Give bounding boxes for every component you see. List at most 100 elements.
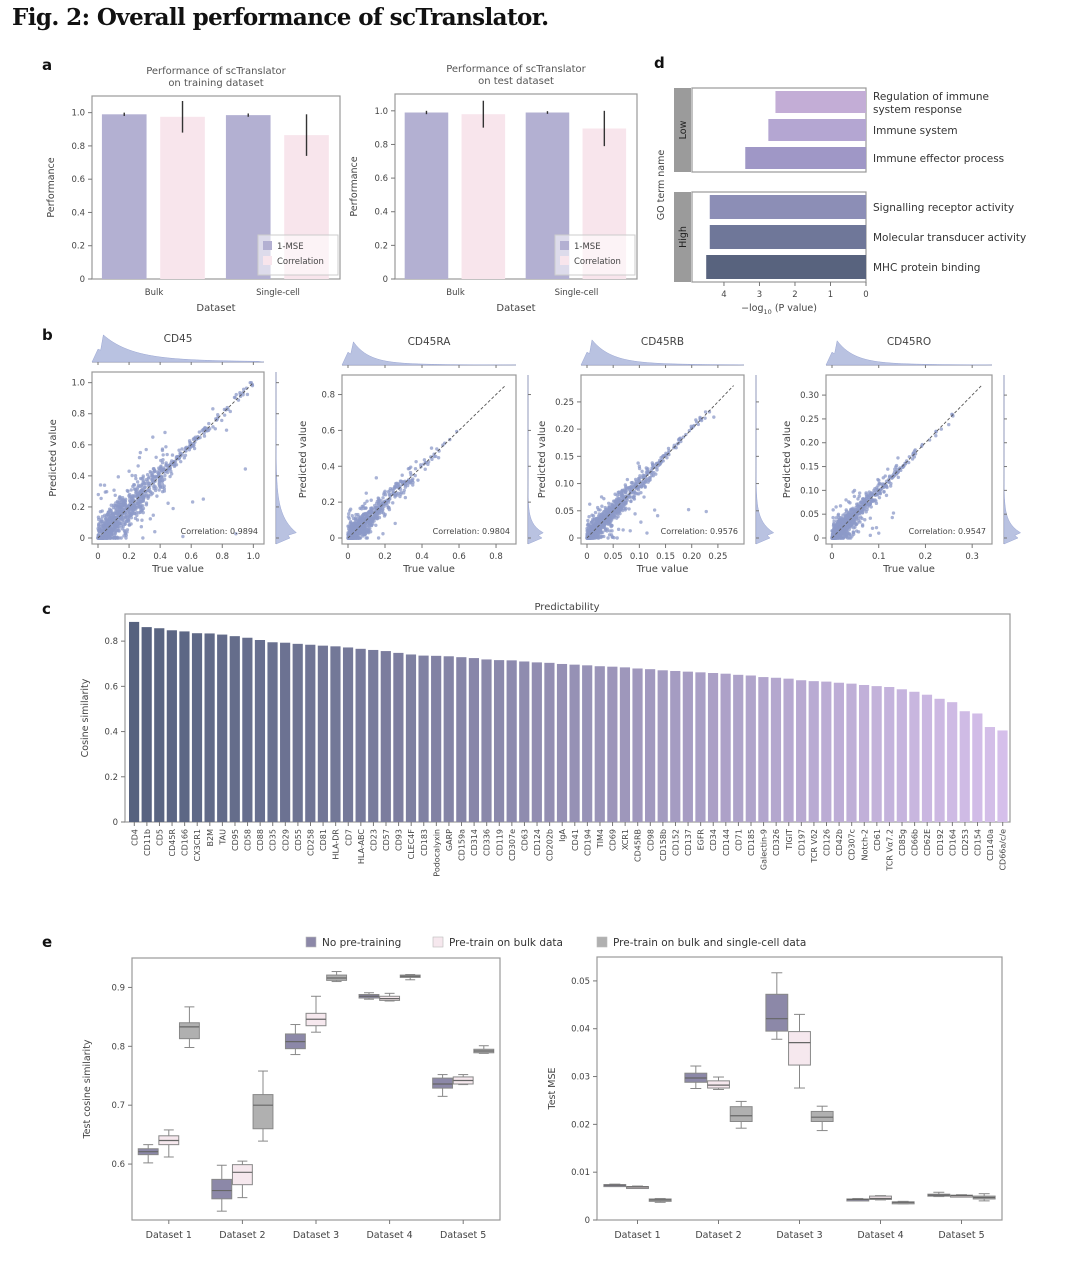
c-xtick-label: CD45RB [634,829,643,862]
c-bar [229,636,240,822]
b-cd45-point [190,500,195,504]
b-cd45ro-point [882,489,886,494]
b-cd45rb-point [614,516,619,520]
b-cd45ra-point [393,493,398,497]
b-cd45ra-point [349,521,353,525]
c-bar [921,694,933,822]
c-xtick-label: CD192 [936,829,945,856]
b-cd45ra-point [365,529,370,533]
a-test-ytick-label: 0.8 [374,140,388,150]
b-cd45ra-point [365,499,369,503]
c-bar [645,669,656,822]
b-cd45ra-right-histogram [527,375,544,545]
b-cd45rb-point [602,510,606,514]
a-test-bar-one-mse [404,112,449,279]
c-bar [368,649,379,822]
b-cd45ra-point [422,458,427,462]
c-bar [267,642,278,822]
b-cd45ro-ytick-label: 0 [814,534,819,544]
b-cd45rb-title: CD45RB [641,336,684,348]
b-cd45-point [155,494,159,498]
b-cd45rb-point [661,454,665,458]
c-bar [355,648,366,822]
b-cd45ro-point [858,520,862,524]
b-cd45ro-ytick-label: 0.10 [800,486,819,496]
c-bar [405,654,417,822]
c-bar [632,668,643,822]
b-cd45-point [152,468,157,472]
b-cd45ro-point [839,519,843,523]
b-cd45rb-correlation-label: Correlation: 0.9576 [661,527,738,536]
e-cosine-ytick-label: 0.7 [111,1101,125,1111]
e-mse-ytick-label: 0.03 [571,1073,590,1083]
e-cosine-xtick-label: Dataset 2 [219,1230,265,1241]
b-cd45-point [116,475,121,479]
b-cd45ra-point [369,498,373,502]
b-cd45rb-xtick-label: 0.20 [682,552,701,562]
c-xtick-label: CD307c [848,829,857,860]
b-cd45rb-point [639,485,644,489]
e-mse-xtick-label: Dataset 2 [695,1230,741,1241]
c-bar [707,673,719,822]
b-cd45-point [120,497,125,502]
c-xtick-label: CD202b [546,829,555,861]
c-ytick-label: 0.4 [104,728,118,738]
c-bar [619,667,631,822]
b-cd45rb-point [687,428,692,433]
b-cd45-point [158,484,162,488]
b-cd45-ytick-label: 0.8 [71,410,85,420]
c-bar [380,651,391,822]
b-cd45rb-point [630,480,635,485]
a-test-xtick-label: Single-cell [555,288,599,298]
c-xtick-label: TCR Vδ2 [810,829,819,864]
b-cd45-point [138,490,142,495]
c-ytick-label: 0.8 [104,637,118,647]
b-cd45-point [159,475,164,480]
b-cd45-point [116,528,121,533]
b-cd45ra-ytick-label: 0 [330,534,335,544]
b-cd45-point [213,427,217,431]
a-train-ytick-label: 0.4 [71,208,85,218]
b-cd45ro-point [849,536,853,540]
b-cd45-point [200,429,204,433]
b-cd45rb-point [589,536,593,540]
b-cd45ra-point [435,447,439,451]
a-train-bar-one-mse [101,114,147,279]
b-cd45-point [188,440,192,445]
b-cd45rb-point [591,514,596,518]
b-cd45ra-point [349,536,353,540]
c-bar [770,677,782,822]
c-bar [682,671,693,822]
e-mse-box [810,1110,834,1122]
b-cd45rb-point [645,472,649,477]
b-cd45rb-point [703,410,708,414]
b-cd45ro-point [860,511,865,515]
b-cd45ro-title: CD45RO [887,336,931,348]
b-cd45ra-point [381,511,386,515]
b-cd45ro-correlation-label: Correlation: 0.9547 [909,527,986,536]
b-cd45-point [112,503,116,507]
b-cd45ra-point [398,494,402,499]
b-cd45-point [160,479,165,483]
b-cd45rb-point [703,416,707,420]
c-xtick-label: CD183 [420,829,429,856]
b-cd45ro-right-histogram [1003,375,1022,545]
b-cd45rb-point [610,523,614,528]
b-cd45-title: CD45 [164,333,193,345]
b-cd45rb-point [620,500,624,505]
b-cd45-point [104,514,108,519]
b-cd45rb-point [588,502,592,506]
b-cd45ro-point [868,533,873,538]
b-cd45-point [134,476,138,481]
b-cd45ro-point [896,475,901,480]
b-cd45ra-xlabel: True value [402,564,455,575]
a-test-ytick-label: 0.2 [374,241,388,251]
c-xtick-label: CD81 [319,829,328,851]
b-cd45-xtick-label: 0.4 [153,552,167,562]
c-bar [468,658,479,822]
b-cd45rb-point [640,469,644,474]
c-bar [179,631,190,822]
b-cd45ro-point [890,515,894,520]
b-cd45-point [127,494,131,498]
d-group-label: Low [678,120,689,139]
